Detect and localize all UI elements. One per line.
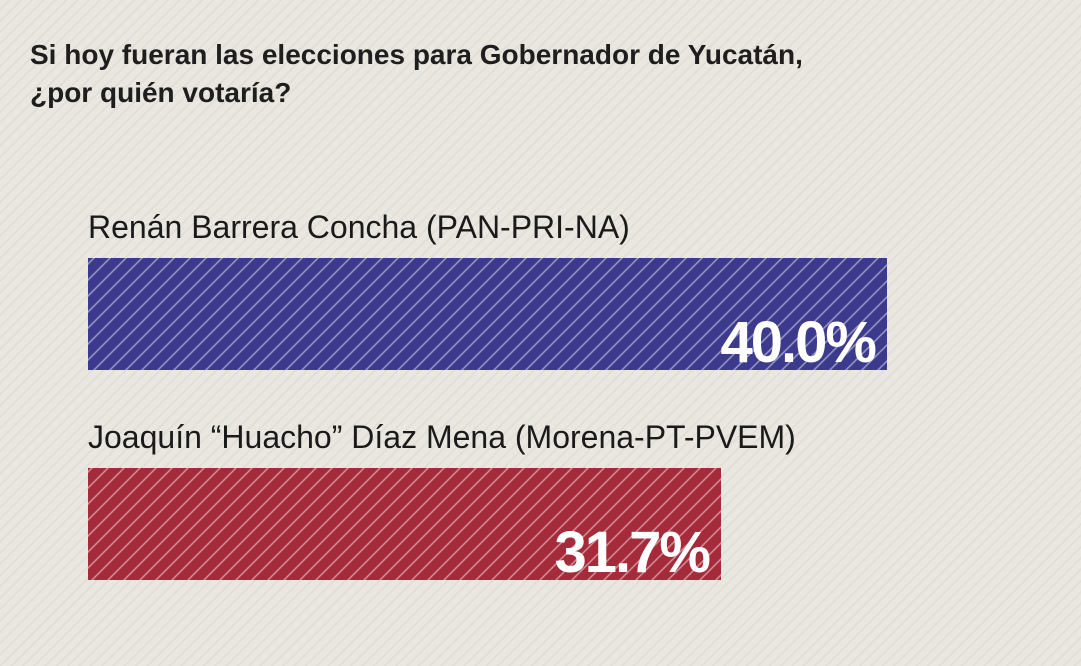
bar-group-1: Renán Barrera Concha (PAN-PRI-NA) 40.0% — [88, 209, 887, 375]
chart-title-line-1: Si hoy fueran las elecciones para Gobern… — [30, 39, 803, 70]
chart-title: Si hoy fueran las elecciones para Gobern… — [30, 36, 1030, 112]
bar-stripes — [88, 468, 721, 580]
category-label: Renán Barrera Concha (PAN-PRI-NA) — [88, 209, 630, 245]
chart-title-line-2: ¿por quién votaría? — [30, 77, 292, 108]
value-label: 31.7% — [555, 520, 711, 585]
bars-layer: Renán Barrera Concha (PAN-PRI-NA) 40.0% Jo… — [88, 209, 887, 585]
bar-stripes — [88, 258, 887, 370]
value-label: 40.0% — [721, 310, 877, 375]
bar-group-2: Joaquín “Huacho” Díaz Mena (Morena-PT-PV… — [88, 419, 796, 585]
category-label: Joaquín “Huacho” Díaz Mena (Morena-PT-PV… — [88, 419, 796, 455]
